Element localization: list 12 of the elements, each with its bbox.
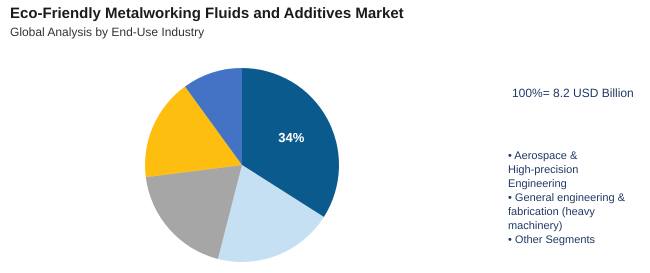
pie-slice <box>184 68 242 165</box>
pie-slice <box>218 165 324 262</box>
chart-subtitle: Global Analysis by End-Use Industry <box>10 25 204 39</box>
chart-title: Eco-Friendly Metalworking Fluids and Additives Market <box>10 5 404 22</box>
pie-slice <box>146 165 242 259</box>
pie-slice <box>242 68 339 217</box>
data-label: 34% <box>278 130 305 145</box>
text: • General engineering & fabrication (heavy machinery) <box>508 192 626 232</box>
text: • Aerospace & High-precision Engineering <box>508 150 578 190</box>
text: 100%= 8.2 USD Billion <box>512 86 634 100</box>
pie-slice <box>145 86 242 178</box>
text: • Other Segments <box>508 234 596 246</box>
